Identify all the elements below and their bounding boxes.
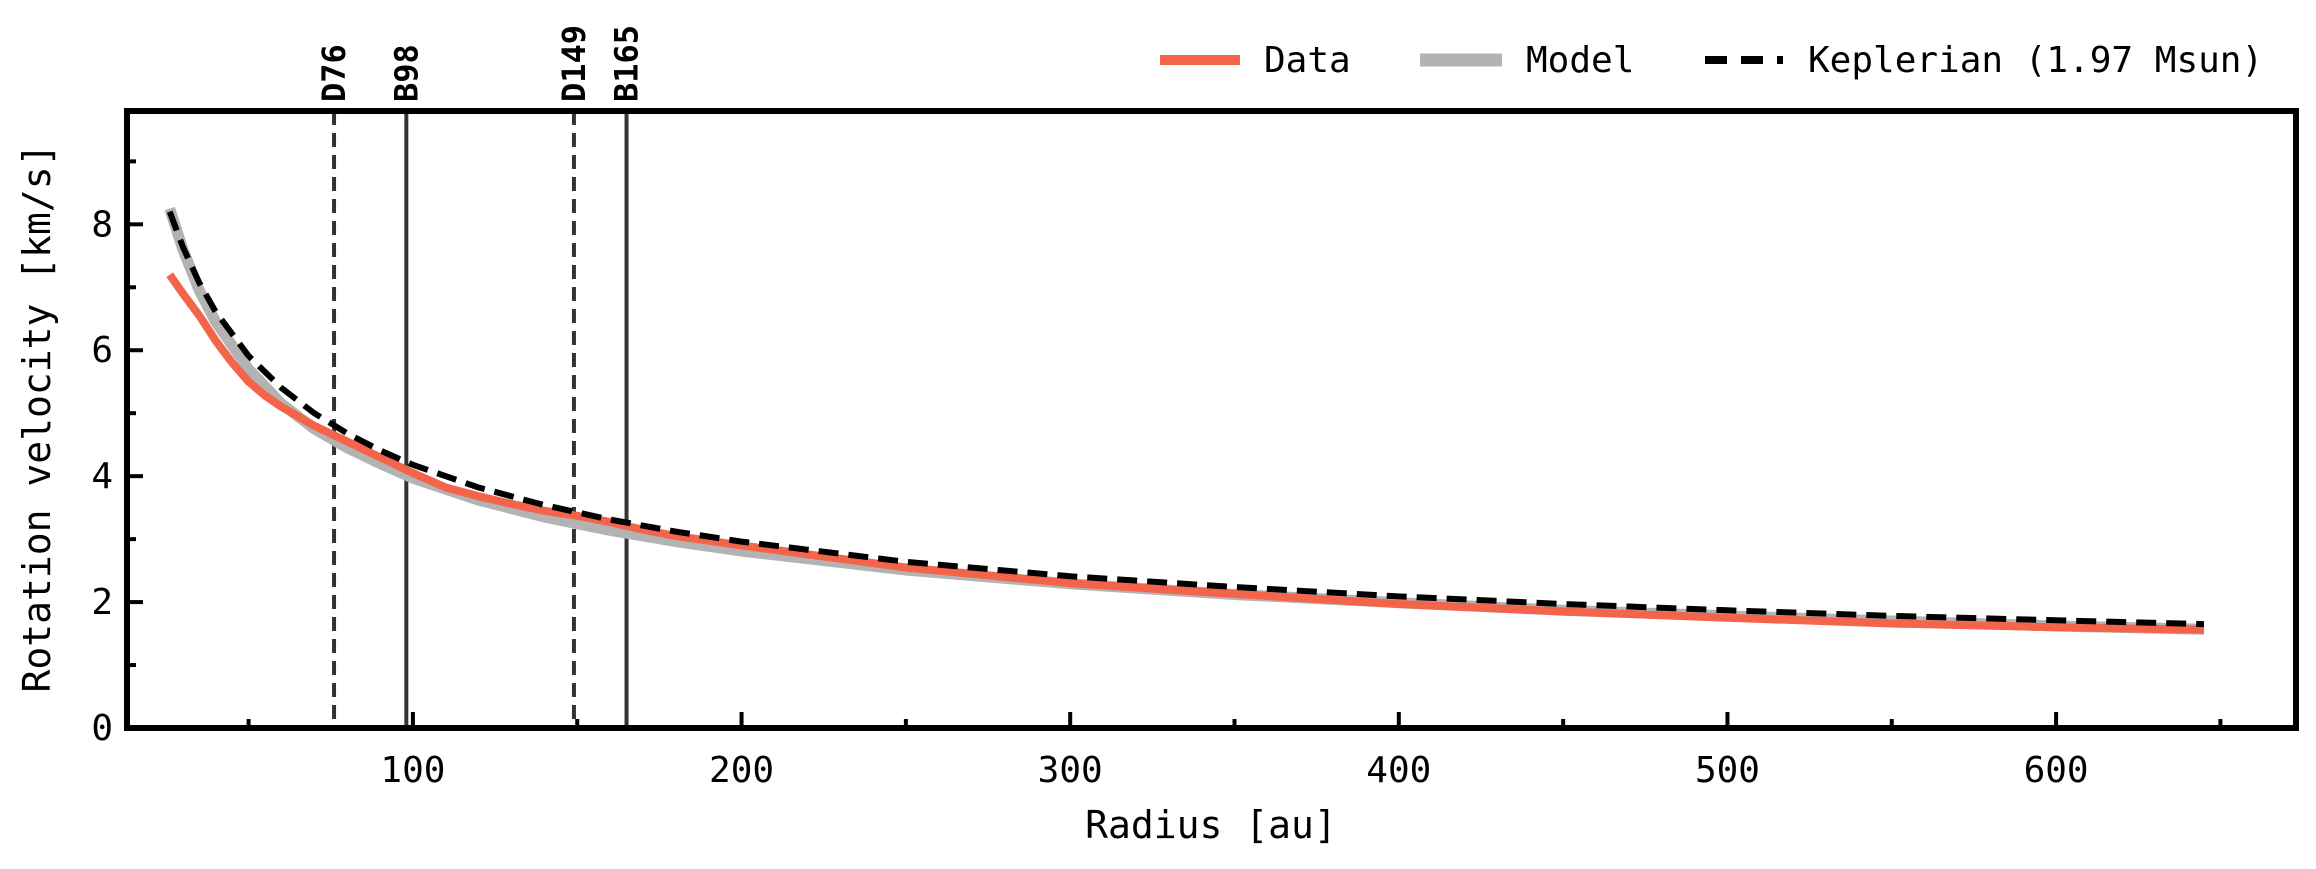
y-tick-label-0: 0	[91, 708, 113, 749]
legend-label-data: Data	[1264, 40, 1351, 81]
x-tick-label-200: 200	[709, 750, 774, 791]
ring-label-b98: B98	[387, 44, 425, 102]
y-tick-label-8: 8	[91, 204, 113, 245]
axes-frame	[124, 108, 2299, 731]
series-line-keplerian	[166, 210, 2205, 628]
ring-label-b165: B165	[608, 25, 646, 102]
y-axis-title: Rotation velocity [km/s]	[15, 143, 59, 692]
legend-label-model: Model	[1526, 40, 1634, 81]
ring-label-d76: D76	[315, 44, 353, 102]
x-tick-label-400: 400	[1366, 750, 1431, 791]
ticks: 100 200 300 400 500 600 0 2 4 6 8	[91, 159, 2223, 791]
x-tick-label-600: 600	[2024, 750, 2089, 791]
ring-markers: D76 B98 D149 B165	[315, 25, 646, 728]
x-tick-label-100: 100	[380, 750, 445, 791]
x-tick-label-300: 300	[1038, 750, 1103, 791]
x-tick-label-500: 500	[1695, 750, 1760, 791]
series-line-data	[166, 272, 2205, 634]
ring-label-d149: D149	[555, 25, 593, 102]
legend: Data Model Keplerian (1.97 Msun)	[1160, 40, 2263, 81]
y-tick-label-6: 6	[91, 330, 113, 371]
y-tick-label-4: 4	[91, 456, 113, 497]
axes-box	[124, 108, 2299, 731]
y-tick-label-2: 2	[91, 582, 113, 623]
labels: Radius [au] Rotation velocity [km/s]	[15, 143, 1337, 847]
x-axis-title: Radius [au]	[1085, 803, 1337, 847]
series-layer	[164, 206, 2205, 635]
legend-label-keplerian: Keplerian (1.97 Msun)	[1808, 40, 2263, 81]
